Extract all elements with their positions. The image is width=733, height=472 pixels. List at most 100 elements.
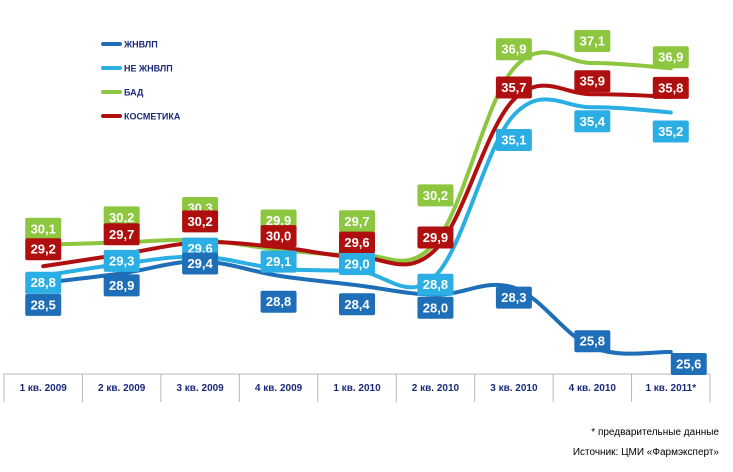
data-label-text: 35,9 — [580, 74, 605, 89]
data-label-box — [25, 217, 62, 240]
x-tick-label: 3 кв. 2010 — [490, 383, 538, 394]
data-label-text: 28,8 — [423, 277, 448, 292]
data-label-zhnvlp: 28,3 — [495, 286, 532, 309]
data-label-text: 30,0 — [266, 229, 291, 244]
data-label-box — [339, 231, 375, 254]
data-label-text: 29,7 — [109, 227, 134, 242]
x-axis — [3, 373, 711, 402]
data-label-box — [260, 290, 297, 313]
data-label-text: 28,8 — [31, 275, 56, 290]
data-label-zhnvlp: 28,9 — [103, 274, 140, 297]
data-label-text: 36,9 — [501, 42, 526, 57]
data-label-text: 35,1 — [501, 133, 526, 148]
x-tick-label: 4 кв. 2010 — [569, 383, 617, 394]
footnote-source: Источник: ЦМИ «Фармэксперт» — [572, 447, 719, 458]
data-label-ne-zhnvlp: 35,2 — [652, 120, 689, 143]
data-label-box — [25, 271, 62, 294]
legend: ЖНВЛП НЕ ЖНВЛП БАД КОСМЕТИКА — [101, 40, 181, 122]
data-label-text: 28,4 — [344, 297, 370, 312]
data-label-text: 30,1 — [31, 221, 56, 236]
data-label-text: 29,9 — [266, 213, 291, 228]
data-label-text: 29,4 — [187, 256, 213, 271]
legend-label-bad: БАД — [124, 88, 144, 98]
data-label-box — [574, 30, 611, 52]
data-label-text: 35,2 — [658, 124, 683, 139]
data-label-text: 36,9 — [658, 50, 683, 65]
legend-label-zhnvlp: ЖНВЛП — [123, 40, 158, 50]
data-label-bad: 30,2 — [417, 184, 454, 207]
data-labels: 30,130,230,329,9 29,730,236,937,136,929,2… — [25, 30, 707, 375]
data-label-kosmetika: 29,9 — [417, 226, 454, 249]
data-label-text: 28,9 — [109, 278, 134, 293]
data-label-ne-zhnvlp: 29,0 — [339, 252, 375, 275]
data-label-text: 28,3 — [501, 290, 526, 305]
data-label-ne-zhnvlp: 29,3 — [103, 249, 140, 272]
data-label-box — [652, 76, 689, 99]
data-label-text: 28,5 — [31, 297, 56, 312]
legend-label-kosmetika: КОСМЕТИКА — [124, 112, 181, 122]
x-tick-label: 2 кв. 2010 — [412, 383, 460, 394]
data-label-text: 28,0 — [423, 300, 448, 315]
data-label-text: 29,6 — [344, 235, 369, 250]
data-label-box — [339, 252, 375, 275]
x-tick-label: 3 кв. 2009 — [176, 383, 224, 394]
data-label-text: 25,8 — [580, 334, 605, 349]
data-label-box — [260, 225, 297, 248]
data-label-box — [417, 273, 454, 296]
x-tick-label: 1 кв. 2009 — [20, 383, 68, 394]
data-label-bad: 30,2 — [103, 206, 140, 229]
data-label-box — [495, 129, 532, 152]
data-label-text: 28,8 — [266, 294, 291, 309]
data-label-box — [103, 274, 140, 297]
x-tick-label: 2 кв. 2009 — [98, 383, 146, 394]
data-label-text: 29,7 — [344, 214, 369, 229]
data-label-zhnvlp: 29,4 — [182, 252, 219, 275]
data-label-box — [574, 110, 611, 133]
data-label-box — [25, 238, 62, 261]
data-label-text: 35,8 — [658, 80, 683, 95]
data-label-box — [103, 249, 140, 272]
series-line-kosmetika — [41, 83, 673, 269]
data-label-box — [652, 120, 689, 143]
x-tick-label: 1 кв. 2011* — [645, 383, 696, 394]
data-label-zhnvlp: 25,6 — [670, 353, 707, 375]
data-label-box — [495, 76, 532, 99]
legend-label-ne-zhnvlp: НЕ ЖНВЛП — [124, 64, 173, 74]
data-label-kosmetika: 29,2 — [25, 238, 62, 261]
data-label-zhnvlp: 28,0 — [417, 296, 454, 319]
data-label-ne-zhnvlp: 35,4 — [574, 110, 611, 133]
data-label-box — [574, 330, 611, 353]
data-label-box — [670, 353, 707, 375]
data-label-text: 25,6 — [676, 357, 701, 372]
data-label-bad: 30,1 — [25, 217, 62, 240]
data-label-box — [182, 210, 219, 233]
data-label-box — [103, 223, 140, 246]
data-label-text: 30,2 — [423, 188, 448, 203]
data-label-kosmetika: 35,7 — [495, 76, 532, 99]
data-label-bad: 29,7 — [339, 210, 375, 233]
data-label-ne-zhnvlp: 29,1 — [260, 250, 297, 273]
data-label-box — [25, 293, 62, 316]
data-label-box — [417, 296, 454, 319]
data-label-kosmetika: 29,6 — [339, 231, 375, 254]
series-line-bad — [41, 50, 673, 263]
data-label-zhnvlp: 28,8 — [260, 290, 297, 313]
data-label-box — [574, 70, 611, 93]
data-label-text: 29,3 — [109, 253, 134, 268]
data-label-ne-zhnvlp: 28,8 — [25, 271, 62, 294]
data-label-ne-zhnvlp: 28,8 — [417, 273, 454, 296]
data-label-kosmetika: 30,2 — [182, 210, 219, 233]
data-label-box — [339, 210, 375, 233]
data-label-box — [495, 286, 532, 309]
data-label-zhnvlp: 28,4 — [339, 293, 375, 316]
data-label-text: 37,1 — [580, 34, 605, 49]
data-label-zhnvlp: 25,8 — [574, 330, 611, 353]
footnote-preliminary: * предварительные данные — [591, 427, 719, 438]
x-tick-label: 1 кв. 2010 — [333, 383, 381, 394]
data-label-box — [652, 46, 689, 69]
data-label-kosmetika: 35,8 — [652, 76, 689, 99]
data-label-kosmetika: 29,7 — [103, 223, 140, 246]
data-label-box — [182, 252, 219, 275]
data-label-ne-zhnvlp: 35,1 — [495, 129, 532, 152]
